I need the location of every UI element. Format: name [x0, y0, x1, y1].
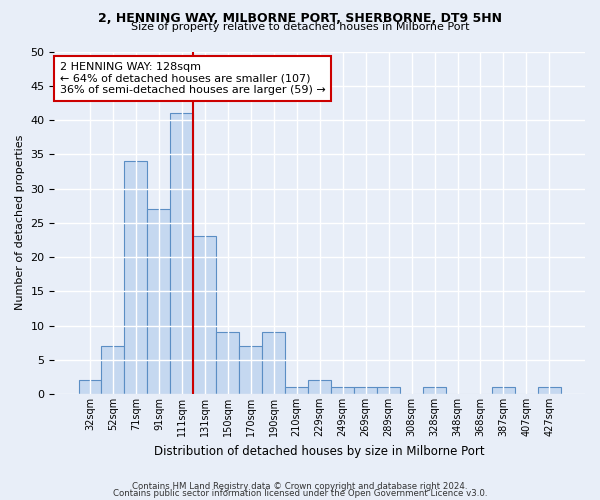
Bar	[354, 387, 377, 394]
Bar	[262, 332, 285, 394]
Bar	[331, 387, 354, 394]
X-axis label: Distribution of detached houses by size in Milborne Port: Distribution of detached houses by size …	[154, 444, 485, 458]
Bar	[217, 332, 239, 394]
Text: Size of property relative to detached houses in Milborne Port: Size of property relative to detached ho…	[131, 22, 469, 32]
Bar	[538, 387, 561, 394]
Bar	[285, 387, 308, 394]
Text: Contains public sector information licensed under the Open Government Licence v3: Contains public sector information licen…	[113, 490, 487, 498]
Y-axis label: Number of detached properties: Number of detached properties	[15, 135, 25, 310]
Bar	[101, 346, 124, 394]
Bar	[492, 387, 515, 394]
Bar	[239, 346, 262, 394]
Bar	[124, 161, 148, 394]
Bar	[79, 380, 101, 394]
Text: 2, HENNING WAY, MILBORNE PORT, SHERBORNE, DT9 5HN: 2, HENNING WAY, MILBORNE PORT, SHERBORNE…	[98, 12, 502, 26]
Bar	[308, 380, 331, 394]
Bar	[377, 387, 400, 394]
Text: Contains HM Land Registry data © Crown copyright and database right 2024.: Contains HM Land Registry data © Crown c…	[132, 482, 468, 491]
Bar	[148, 209, 170, 394]
Bar	[423, 387, 446, 394]
Bar	[170, 113, 193, 394]
Text: 2 HENNING WAY: 128sqm
← 64% of detached houses are smaller (107)
36% of semi-det: 2 HENNING WAY: 128sqm ← 64% of detached …	[60, 62, 325, 95]
Bar	[193, 236, 217, 394]
